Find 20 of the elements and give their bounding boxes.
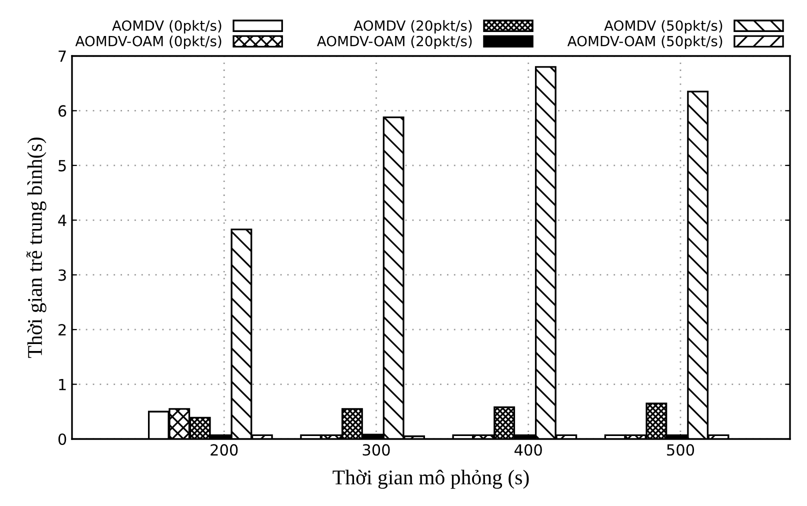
legend-label: AOMDV-OAM (20pkt/s) xyxy=(316,36,472,50)
y-tick-label: 4 xyxy=(58,214,66,226)
x-tick-label: 200 xyxy=(210,444,238,456)
legend-label: AOMDV (0pkt/s) xyxy=(112,20,222,34)
x-tick-label: 300 xyxy=(362,444,390,456)
y-tick-label: 3 xyxy=(58,269,66,281)
y-tick-label: 2 xyxy=(58,324,66,336)
x-axis-title: Thời gian mô phỏng (s) xyxy=(332,470,529,489)
y-tick-label: 1 xyxy=(59,378,66,390)
x-tick-label: 500 xyxy=(667,444,694,456)
y-tick-label: 0 xyxy=(58,433,66,446)
y-tick-label: 5 xyxy=(58,160,66,172)
x-tick-label: 400 xyxy=(514,444,542,456)
legend-label: AOMDV-OAM (50pkt/s) xyxy=(567,36,722,50)
legend-label: AOMDV (20pkt/s) xyxy=(354,20,472,34)
y-tick-label: 6 xyxy=(58,105,66,117)
legend-label: AOMDV (50pkt/s) xyxy=(604,20,722,34)
y-tick-label: 7 xyxy=(58,50,66,62)
legend-label: AOMDV-OAM (0pkt/s) xyxy=(75,36,222,50)
y-axis-title: Thời gian trễ trung bình(s) xyxy=(26,138,46,358)
